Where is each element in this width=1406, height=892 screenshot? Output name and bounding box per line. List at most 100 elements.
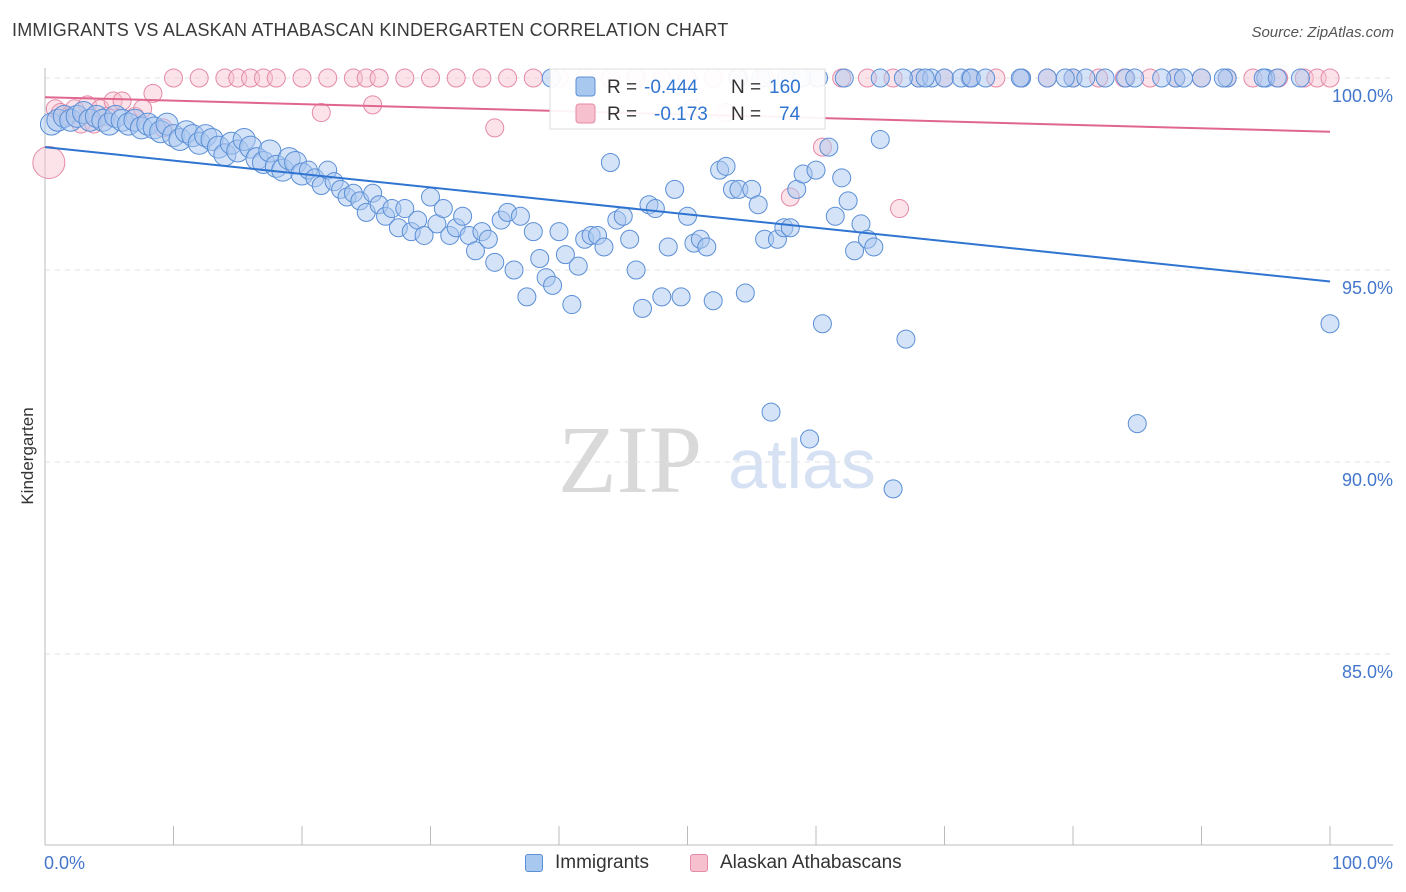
series-legend: Immigrants Alaskan Athabascans	[0, 852, 1406, 880]
legend-swatch-athabascans	[575, 103, 596, 124]
immigrant-point	[465, 241, 485, 261]
immigrant-point	[523, 222, 543, 242]
athabascan-point	[890, 199, 910, 219]
immigrant-point	[1055, 68, 1075, 88]
immigrant-point	[1125, 68, 1145, 88]
legend-n-value-2: 74	[779, 104, 801, 125]
immigrant-point	[1192, 68, 1211, 88]
immigrant-point	[510, 206, 530, 226]
immigrant-point	[478, 229, 498, 249]
immigrant-point	[1037, 68, 1057, 88]
immigrant-point	[665, 179, 685, 199]
immigrant-point	[1290, 68, 1310, 88]
immigrant-point	[915, 68, 935, 88]
immigrant-point	[1152, 68, 1172, 88]
immigrant-point	[1127, 414, 1147, 434]
chart-title: IMMIGRANTS VS ALASKAN ATHABASCAN KINDERG…	[12, 20, 729, 40]
immigrant-point	[825, 206, 845, 226]
legend-item-athabascans: Alaskan Athabascans	[690, 852, 902, 874]
immigrant-point	[834, 68, 854, 88]
immigrant-point	[1267, 68, 1287, 88]
athabascan-point	[395, 68, 415, 88]
immigrant-point	[1095, 68, 1115, 88]
y-tick-label: 90.0%	[1342, 470, 1393, 490]
immigrant-point	[671, 287, 691, 307]
immigrant-point	[395, 199, 415, 219]
immigrant-point	[1174, 68, 1194, 88]
immigrant-point	[1213, 68, 1233, 88]
immigrant-point	[658, 237, 678, 257]
immigrant-point	[819, 137, 839, 157]
immigrant-point	[453, 206, 473, 226]
x-tick-min: 0.0%	[44, 853, 85, 873]
immigrant-point	[562, 295, 582, 315]
immigrant-point	[530, 248, 550, 268]
immigrant-point	[600, 152, 620, 172]
athabascan-point	[292, 68, 312, 88]
immigrant-point	[832, 168, 852, 188]
athabascan-point	[523, 68, 543, 88]
immigrant-point	[645, 199, 665, 219]
immigrant-point	[896, 329, 916, 349]
immigrant-point	[504, 260, 524, 280]
y-tick-label: 95.0%	[1342, 278, 1393, 298]
athabascan-point	[1320, 68, 1340, 88]
athabascan-point	[311, 103, 331, 123]
immigrant-point	[697, 237, 717, 257]
immigrant-point	[893, 68, 913, 88]
watermark: ZIP atlas	[558, 406, 876, 513]
athabascan-point	[143, 83, 163, 103]
axes	[44, 68, 1393, 846]
legend-swatch-immigrants	[575, 76, 596, 97]
correlation-legend: R = -0.444 N = 160 R = -0.173 N = 74	[549, 68, 826, 130]
athabascan-point	[164, 68, 183, 88]
immigrant-point	[633, 298, 653, 318]
immigrant-point	[1076, 68, 1096, 88]
athabascan-point	[421, 68, 440, 88]
legend-label-athabascans: Alaskan Athabascans	[720, 852, 902, 873]
source-credit: Source: ZipAtlas.com	[1251, 24, 1394, 41]
swatch-athabascans	[690, 854, 708, 872]
watermark-zip: ZIP	[558, 406, 702, 513]
immigrant-point	[748, 195, 768, 215]
immigrant-point	[626, 260, 646, 280]
legend-r-value-2: -0.173	[654, 104, 708, 125]
immigrant-point	[485, 252, 505, 272]
athabascan-point	[32, 145, 66, 179]
immigrant-point	[761, 402, 781, 422]
legend-r-label-1: R =	[607, 77, 637, 98]
legend-r-value-1: -0.444	[644, 77, 698, 98]
immigrant-point	[800, 429, 820, 449]
legend-n-label-2: N =	[731, 104, 761, 125]
immigrant-point	[433, 199, 453, 219]
immigrant-point	[414, 225, 434, 245]
athabascan-point	[369, 68, 389, 88]
legend-label-immigrants: Immigrants	[555, 852, 649, 873]
athabascan-point	[318, 68, 338, 88]
immigrant-point	[543, 275, 563, 295]
immigrant-point	[883, 479, 903, 499]
x-tick-max: 100.0%	[1332, 853, 1393, 873]
legend-n-label-1: N =	[731, 77, 761, 98]
immigrant-point	[568, 256, 588, 276]
immigrant-point	[652, 287, 672, 307]
immigrant-point	[1010, 68, 1030, 88]
athabascan-point	[266, 68, 286, 88]
immigrants-trend-line	[44, 146, 1331, 283]
athabascan-point	[472, 68, 492, 88]
immigrant-point	[594, 237, 614, 257]
immigrant-point	[703, 291, 723, 311]
athabascan-point	[485, 118, 505, 138]
immigrant-point	[870, 68, 890, 88]
immigrant-point	[806, 160, 826, 180]
legend-frame	[549, 68, 826, 130]
immigrant-point	[845, 241, 865, 261]
immigrant-point	[1320, 314, 1340, 334]
athabascan-point	[189, 68, 209, 88]
immigrant-point	[780, 218, 800, 238]
immigrant-point	[613, 206, 633, 226]
immigrant-point	[838, 191, 858, 211]
immigrant-point	[976, 68, 996, 88]
immigrant-point	[864, 237, 884, 257]
immigrant-point	[735, 283, 755, 303]
